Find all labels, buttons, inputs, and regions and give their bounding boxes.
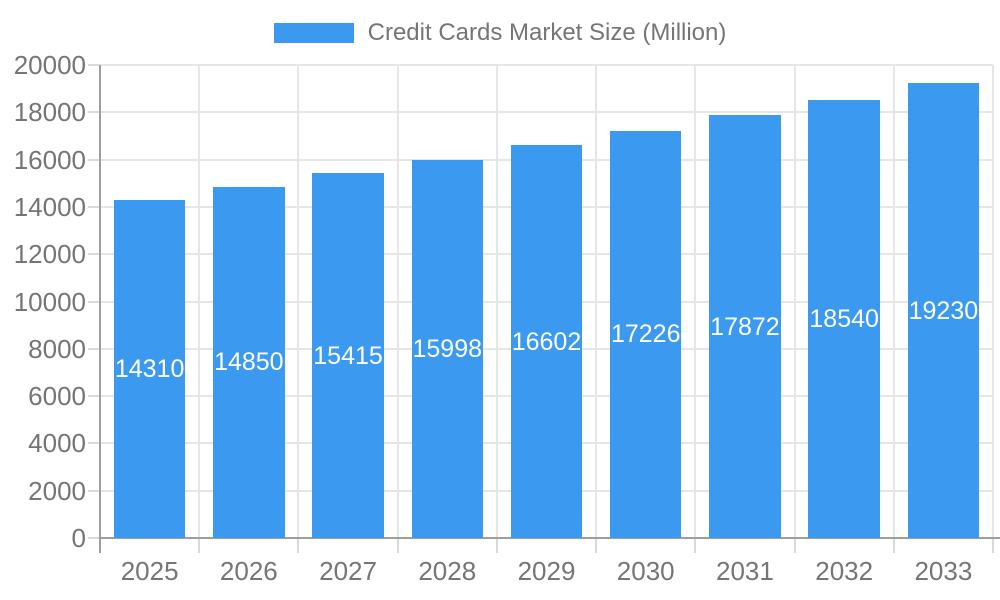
x-axis-label: 2028: [418, 556, 477, 586]
x-axis-label: 2030: [616, 556, 675, 586]
vgridline: [595, 65, 598, 538]
y-axis-tick: [88, 395, 100, 398]
x-axis-label: 2029: [517, 556, 576, 586]
bar: [510, 145, 583, 538]
x-axis-tick: [694, 538, 697, 553]
x-axis-tick: [595, 538, 598, 553]
y-axis-tick: [88, 537, 100, 539]
y-axis-line: [99, 65, 101, 553]
x-axis-label: 2031: [716, 556, 774, 586]
bar: [213, 186, 285, 538]
vgridline: [992, 65, 994, 538]
bar: [610, 130, 682, 538]
vgridline: [793, 65, 796, 538]
bar: [709, 115, 781, 538]
x-axis-tick: [198, 538, 201, 553]
y-axis-label: 18000: [13, 97, 86, 128]
y-axis-label: 16000: [13, 144, 86, 175]
bar-value-label: 17226: [610, 320, 681, 349]
y-axis-label: 12000: [13, 239, 86, 270]
bar: [808, 99, 880, 538]
vgridline: [396, 65, 399, 538]
y-axis-label: 6000: [28, 381, 86, 412]
hgridline: [100, 64, 993, 66]
bar: [907, 83, 980, 538]
x-axis-tick: [793, 538, 796, 553]
x-axis-label: 2027: [319, 556, 377, 586]
x-axis-tick: [396, 538, 399, 553]
y-axis-label: 14000: [13, 191, 86, 222]
bar-value-label: 16602: [511, 327, 582, 356]
y-axis-label: 20000: [13, 50, 86, 80]
legend-color-swatch: [273, 23, 354, 43]
y-axis-tick: [88, 300, 100, 303]
bar-value-label: 17872: [710, 312, 780, 341]
bar: [312, 173, 384, 538]
x-axis-label: 2026: [219, 556, 278, 586]
x-axis-label: 2025: [120, 556, 179, 586]
legend-item[interactable]: Credit Cards Market Size (Million): [273, 19, 727, 47]
bar-value-label: 14310: [114, 354, 185, 383]
y-axis-tick: [88, 442, 100, 445]
x-axis-tick: [892, 538, 895, 553]
legend: Credit Cards Market Size (Million): [0, 17, 1000, 49]
y-axis-tick: [88, 489, 100, 492]
hgridline: [100, 111, 993, 114]
y-axis-label: 0: [71, 523, 86, 553]
bar-value-label: 19230: [908, 296, 979, 325]
legend-label: Credit Cards Market Size (Million): [367, 19, 727, 46]
bar: [411, 159, 483, 538]
vgridline: [694, 65, 697, 538]
bar-value-label: 14850: [214, 348, 284, 377]
x-axis-tick: [992, 538, 994, 553]
x-axis-label: 2033: [914, 556, 973, 586]
y-axis-tick: [88, 158, 100, 161]
y-axis-tick: [88, 347, 100, 350]
x-axis-label: 2032: [815, 556, 874, 586]
y-axis-tick: [88, 205, 100, 208]
y-axis-tick: [88, 111, 100, 114]
vgridline: [495, 65, 498, 538]
y-axis-label: 4000: [28, 428, 86, 459]
bar-value-label: 15415: [313, 341, 383, 370]
y-axis-tick: [88, 64, 100, 66]
bar: [113, 199, 186, 538]
x-axis-tick: [297, 538, 300, 553]
vgridline: [198, 65, 201, 538]
y-axis-label: 10000: [13, 286, 86, 317]
y-axis-label: 8000: [28, 333, 86, 364]
x-axis-line: [99, 537, 1000, 539]
bar-value-label: 15998: [412, 334, 483, 363]
y-axis-tick: [88, 253, 100, 256]
x-axis-tick: [495, 538, 498, 553]
bar-value-label: 18540: [809, 304, 879, 333]
vgridline: [297, 65, 300, 538]
vgridline: [892, 65, 895, 538]
y-axis-label: 2000: [28, 475, 86, 506]
